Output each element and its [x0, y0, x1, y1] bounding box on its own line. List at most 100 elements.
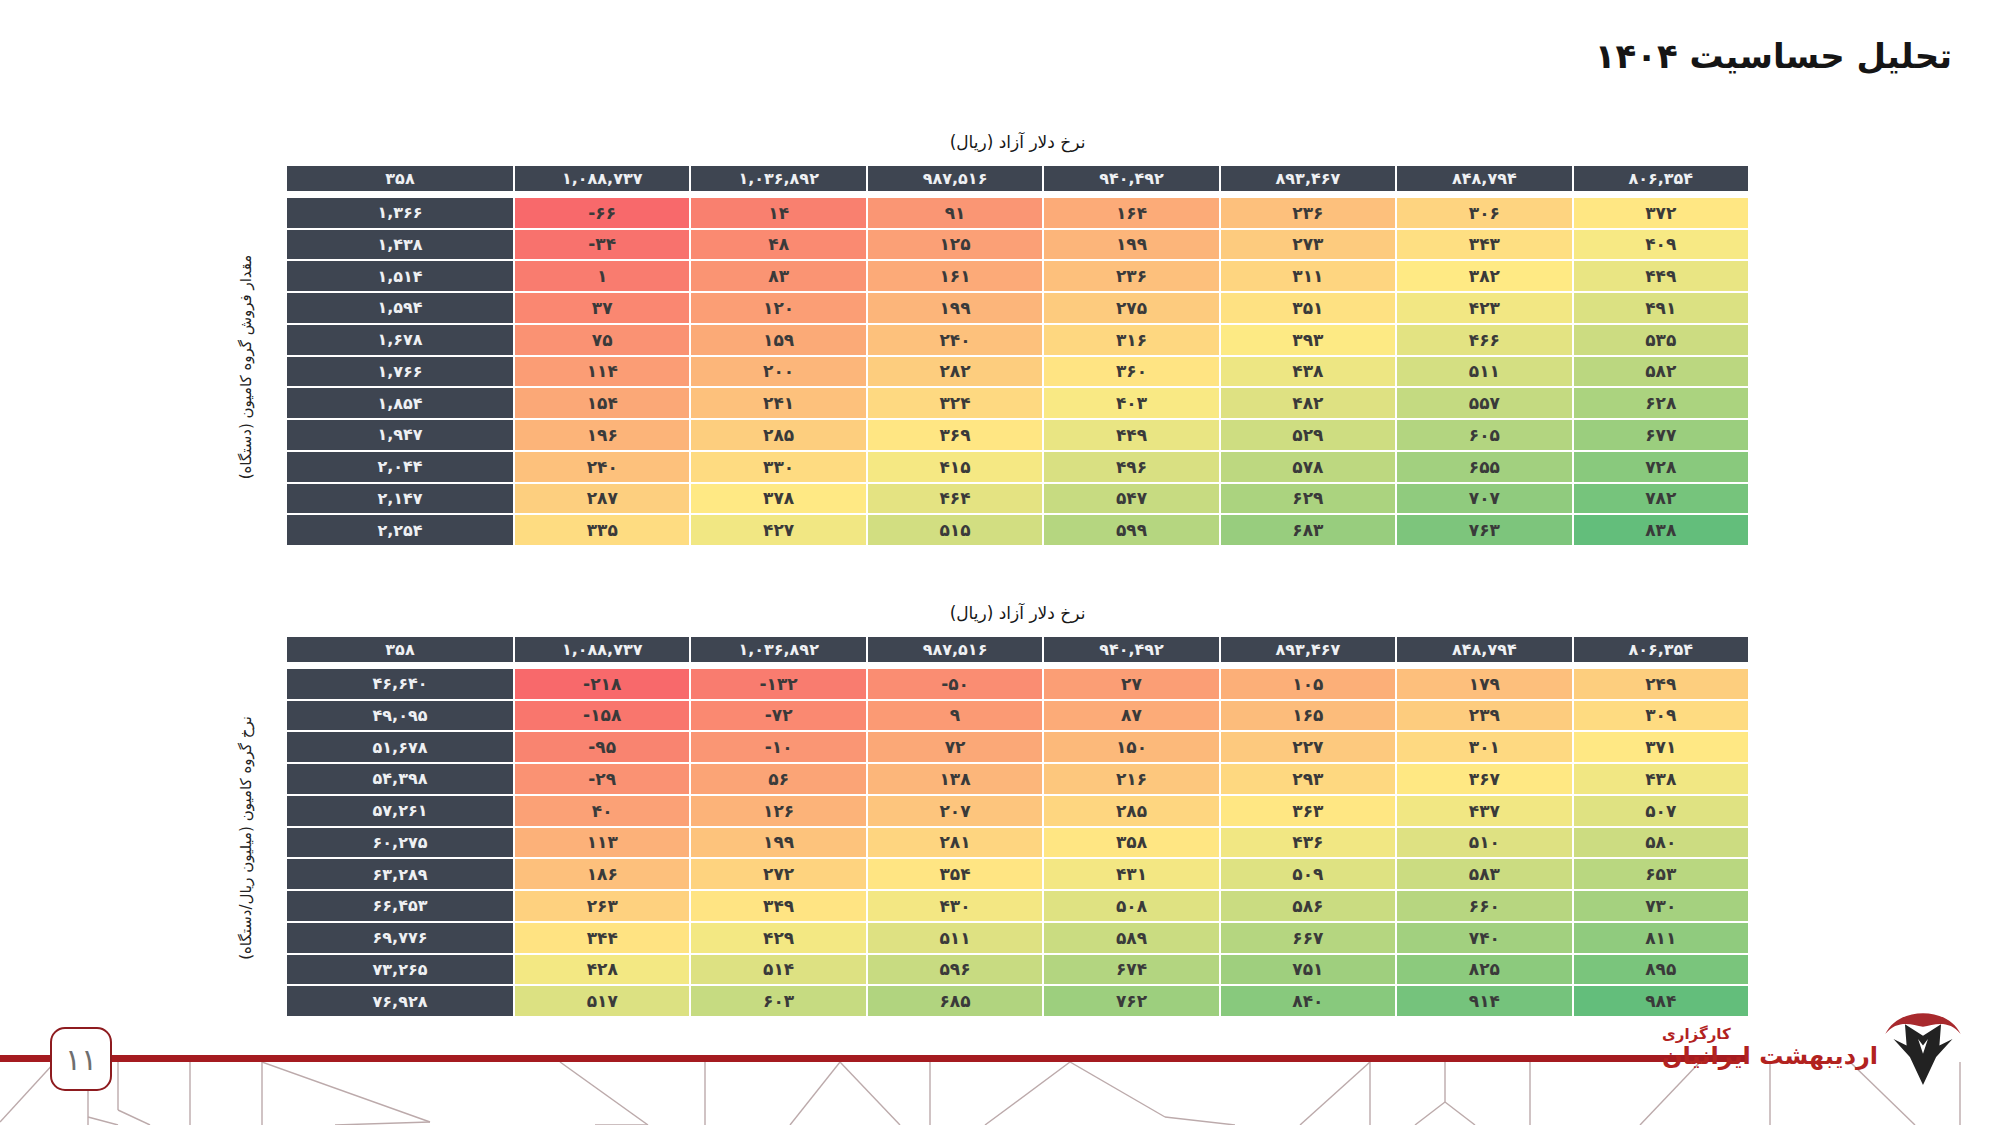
column-header-cell-value: ۱,۰۸۸,۷۳۷ [562, 169, 643, 188]
row-header-cell-value: ۱,۷۶۶ [377, 362, 422, 381]
column-header-cell-value: ۹۸۷,۵۱۶ [923, 640, 988, 659]
heatmap-cell-value: ۳۷۲ [1645, 203, 1676, 223]
table2-row-axis: نرخ گروه کامیون (میلیون ریال/دستگاه) [210, 664, 282, 1011]
row-header-cell: ۶۳,۲۸۹ [287, 859, 513, 889]
heatmap-cell-value: -۵۰ [941, 674, 969, 694]
heatmap-cell: ۸۳ [691, 261, 865, 291]
heatmap-cell-value: -۶۶ [588, 203, 616, 223]
heatmap-cell-value: ۲۴۰ [587, 457, 618, 477]
row-header-cell-value: ۱,۸۵۴ [377, 394, 422, 413]
heatmap-cell-value: ۶۰۵ [1469, 425, 1500, 445]
heatmap-cell-value: ۴۹۶ [1116, 457, 1147, 477]
column-header-cell: ۸۴۸,۷۹۴ [1397, 166, 1571, 191]
heatmap-cell-value: -۱۰ [765, 737, 793, 757]
heatmap-cell: ۶۸۵ [868, 986, 1042, 1016]
heatmap-cell-value: ۳۴۴ [587, 928, 618, 948]
heatmap-cell: -۲۱۸ [515, 669, 689, 699]
heatmap-cell-value: ۵۰۸ [1116, 896, 1147, 916]
heatmap-cell: ۵۸۶ [1221, 891, 1395, 921]
heatmap-cell: ۳۲۴ [868, 388, 1042, 418]
heatmap-cell: ۵۷۸ [1221, 452, 1395, 482]
heatmap-cell: ۱۲۶ [691, 796, 865, 826]
heatmap-cell: ۱۵۰ [1044, 732, 1218, 762]
heatmap-cell: ۹ [868, 701, 1042, 731]
heatmap-cell-value: ۷۴۰ [1469, 928, 1500, 948]
heatmap-cell-value: ۱۶۱ [939, 266, 970, 286]
heatmap-cell-value: ۱۲۵ [939, 234, 970, 254]
heatmap-cell-value: ۲۷۲ [763, 864, 794, 884]
heatmap-cell-value: ۴۳۶ [1292, 832, 1323, 852]
heatmap-cell: ۱۹۹ [1044, 230, 1218, 260]
table2-title: نرخ دلار آزاد (ریال) [287, 603, 1748, 623]
corner-cell-value: ۳۵۸ [385, 169, 414, 188]
heatmap-cell-value: -۷۲ [765, 705, 793, 725]
row-header-cell: ۱,۹۴۷ [287, 420, 513, 450]
heatmap-cell: ۲۴۰ [868, 325, 1042, 355]
heatmap-cell: ۱۶۴ [1044, 198, 1218, 228]
heatmap-cell-value: ۶۰۳ [763, 991, 794, 1011]
heatmap-cell: ۵۱۵ [868, 515, 1042, 545]
row-header-cell: ۵۷,۲۶۱ [287, 796, 513, 826]
heatmap-cell-value: ۳۵۸ [1116, 832, 1147, 852]
heatmap-cell-value: ۵۱۱ [1469, 361, 1500, 381]
heatmap-cell-value: ۴۲۷ [763, 520, 794, 540]
heatmap-cell-value: ۶۸۳ [1292, 520, 1323, 540]
heatmap-cell-value: ۷۲ [945, 737, 966, 757]
heatmap-cell-value: ۳۰۶ [1469, 203, 1500, 223]
heatmap-cell-value: ۴۱۵ [939, 457, 970, 477]
heatmap-cell-value: ۵۰۹ [1292, 864, 1323, 884]
heatmap-cell-value: ۳۵۱ [1292, 298, 1323, 318]
heatmap-cell-value: ۵۹۶ [939, 959, 970, 979]
heatmap-cell: ۲۸۲ [868, 357, 1042, 387]
heatmap-cell: ۳۷۲ [1574, 198, 1748, 228]
heatmap-cell: ۶۷۴ [1044, 955, 1218, 985]
heatmap-cell: -۵۰ [868, 669, 1042, 699]
heatmap-cell: ۵۸۲ [1574, 357, 1748, 387]
heatmap-cell-value: ۲۱۶ [1116, 769, 1147, 789]
heatmap-cell-value: ۴۲۹ [763, 928, 794, 948]
row-header-cell: ۲,۰۴۴ [287, 452, 513, 482]
heatmap-cell-value: ۳۷۱ [1645, 737, 1676, 757]
heatmap-cell: ۳۶۷ [1397, 764, 1571, 794]
heatmap-cell: ۶۰۵ [1397, 420, 1571, 450]
brand-line2: اردیبهشت ایرانیان [1662, 1043, 1878, 1071]
heatmap-cell-value: ۳۱۶ [1116, 330, 1147, 350]
heatmap-cell: ۵۱۰ [1397, 828, 1571, 858]
heatmap-cell-value: ۱۲۶ [763, 801, 794, 821]
heatmap-cell: ۱۹۹ [691, 828, 865, 858]
heatmap-cell: ۴۸ [691, 230, 865, 260]
heatmap-cell-value: ۱۹۹ [939, 298, 970, 318]
row-header-cell-value: ۶۳,۲۸۹ [373, 865, 428, 884]
heatmap-cell: ۲۲۷ [1221, 732, 1395, 762]
row-header-cell-value: ۲,۰۴۴ [377, 457, 422, 476]
heatmap-cell-value: ۳۶۳ [1292, 801, 1323, 821]
heatmap-cell-value: ۲۳۶ [1116, 266, 1147, 286]
heatmap-cell-value: ۴۳۸ [1292, 361, 1323, 381]
row-header-cell: ۲,۲۵۴ [287, 515, 513, 545]
heatmap-cell: ۲۶۳ [515, 891, 689, 921]
heatmap-cell: ۶۵۳ [1574, 859, 1748, 889]
heatmap-cell: ۶۲۹ [1221, 484, 1395, 514]
heatmap-cell: ۱۷۹ [1397, 669, 1571, 699]
heatmap-cell: ۷۵۱ [1221, 955, 1395, 985]
heatmap-cell: ۱۶۵ [1221, 701, 1395, 731]
table1-row-axis: مقدار فروش گروه کامیون (دستگاه) [210, 193, 282, 540]
heatmap-cell: ۸۱۱ [1574, 923, 1748, 953]
heatmap-cell-value: ۷۶۲ [1116, 991, 1147, 1011]
heatmap-cell: ۵۲۹ [1221, 420, 1395, 450]
heatmap-cell: ۳۶۳ [1221, 796, 1395, 826]
heatmap-cell-value: ۷۲۸ [1645, 457, 1676, 477]
heatmap-cell: ۴۳۷ [1397, 796, 1571, 826]
heatmap-cell-value: ۵۴۷ [1116, 488, 1147, 508]
heatmap-cell-value: ۵۸۹ [1116, 928, 1147, 948]
row-header-cell: ۴۹,۰۹۵ [287, 701, 513, 731]
column-header-cell-value: ۹۴۰,۴۹۲ [1099, 640, 1164, 659]
heatmap-cell: -۱۵۸ [515, 701, 689, 731]
column-header-cell-value: ۸۴۸,۷۹۴ [1452, 169, 1517, 188]
heatmap-cell-value: ۴۳۸ [1645, 769, 1676, 789]
heatmap-cell-value: ۱۹۹ [763, 832, 794, 852]
heatmap-cell: ۴۶۶ [1397, 325, 1571, 355]
heatmap-cell-value: ۱۵۴ [587, 393, 618, 413]
heatmap-cell-value: ۵۱۷ [587, 991, 618, 1011]
heatmap-cell: ۲۳۶ [1044, 261, 1218, 291]
